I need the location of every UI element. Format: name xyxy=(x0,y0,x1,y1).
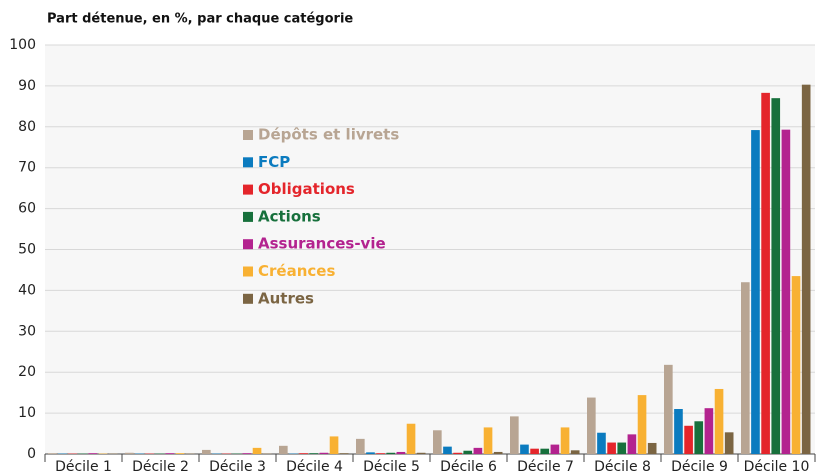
x-tick-label: Décile 4 xyxy=(286,459,343,475)
x-tick-label: Décile 3 xyxy=(209,459,266,475)
legend-swatch xyxy=(243,130,253,140)
bar xyxy=(530,448,539,454)
y-tick-label: 60 xyxy=(18,201,36,217)
legend-swatch xyxy=(243,211,253,222)
bar xyxy=(406,423,416,454)
bar xyxy=(329,436,339,454)
x-tick-label: Décile 8 xyxy=(594,459,651,475)
bar xyxy=(597,432,606,454)
bar xyxy=(493,451,503,454)
bar xyxy=(510,416,519,454)
bar xyxy=(741,282,750,454)
bar xyxy=(88,453,98,454)
bar xyxy=(674,409,683,454)
x-tick-label: Décile 9 xyxy=(671,459,728,475)
bar xyxy=(473,447,483,454)
bar xyxy=(617,442,627,454)
bar xyxy=(48,453,57,454)
bar xyxy=(453,452,462,454)
bar xyxy=(463,450,473,454)
bar xyxy=(791,276,801,454)
legend-swatch xyxy=(243,239,253,250)
bar xyxy=(165,453,175,454)
y-tick-label: 80 xyxy=(18,119,36,135)
bar xyxy=(252,447,262,454)
bar xyxy=(202,449,211,454)
bar xyxy=(761,92,770,454)
legend-label: Créances xyxy=(258,262,335,280)
bar xyxy=(550,444,560,454)
bar xyxy=(339,453,349,454)
y-tick-label: 10 xyxy=(18,405,36,421)
bar xyxy=(443,446,452,454)
bar xyxy=(416,452,426,454)
bar xyxy=(396,451,406,454)
x-tick-label: Décile 2 xyxy=(132,459,189,475)
x-tick-label: Décile 7 xyxy=(517,459,574,475)
bar xyxy=(637,395,647,454)
bar xyxy=(299,453,308,454)
bar xyxy=(771,98,781,455)
chart-title: Part détenue, en %, par chaque catégorie xyxy=(47,12,353,27)
bar xyxy=(570,450,580,454)
bar xyxy=(704,408,714,454)
y-tick-label: 20 xyxy=(18,364,36,380)
bar xyxy=(175,453,185,454)
legend-label: Dépôts et livrets xyxy=(258,126,399,144)
bar xyxy=(376,453,385,454)
legend-swatch xyxy=(243,293,253,304)
bar xyxy=(125,452,134,454)
bar xyxy=(587,397,596,454)
bar xyxy=(684,425,693,454)
bar xyxy=(781,129,791,454)
bar xyxy=(386,452,396,454)
bar xyxy=(279,445,288,454)
bar xyxy=(714,388,724,454)
legend-swatch xyxy=(243,184,253,195)
legend-swatch xyxy=(243,157,253,168)
bar xyxy=(627,434,637,454)
legend-label: Assurances-vie xyxy=(258,235,386,253)
legend-label: Actions xyxy=(258,207,321,225)
x-tick-label: Décile 1 xyxy=(55,459,112,475)
bar xyxy=(433,430,442,454)
legend-swatch xyxy=(243,266,253,277)
bar xyxy=(560,427,570,454)
x-tick-label: Décile 5 xyxy=(363,459,420,475)
bar xyxy=(309,453,319,454)
bar xyxy=(801,84,811,454)
legend-label: Obligations xyxy=(258,180,355,198)
bar xyxy=(319,452,329,454)
bar xyxy=(647,442,657,454)
y-tick-label: 70 xyxy=(18,160,36,176)
legend-label: FCP xyxy=(258,153,290,171)
bar xyxy=(607,442,616,454)
bar xyxy=(664,364,673,454)
y-tick-label: 40 xyxy=(18,282,36,298)
y-tick-label: 0 xyxy=(27,446,36,462)
bar xyxy=(483,427,493,454)
x-tick-label: Décile 10 xyxy=(744,459,810,475)
bar xyxy=(366,452,375,454)
y-tick-label: 50 xyxy=(18,242,36,258)
bar xyxy=(242,453,252,454)
bar xyxy=(751,130,760,454)
y-tick-label: 100 xyxy=(9,37,36,53)
bar xyxy=(520,444,529,454)
bar xyxy=(694,421,704,454)
legend-label: Autres xyxy=(258,289,314,307)
bar xyxy=(356,438,365,454)
y-tick-label: 30 xyxy=(18,323,36,339)
bar xyxy=(724,432,734,454)
y-tick-label: 90 xyxy=(18,78,36,94)
bar xyxy=(540,448,550,454)
x-tick-label: Décile 6 xyxy=(440,459,497,475)
